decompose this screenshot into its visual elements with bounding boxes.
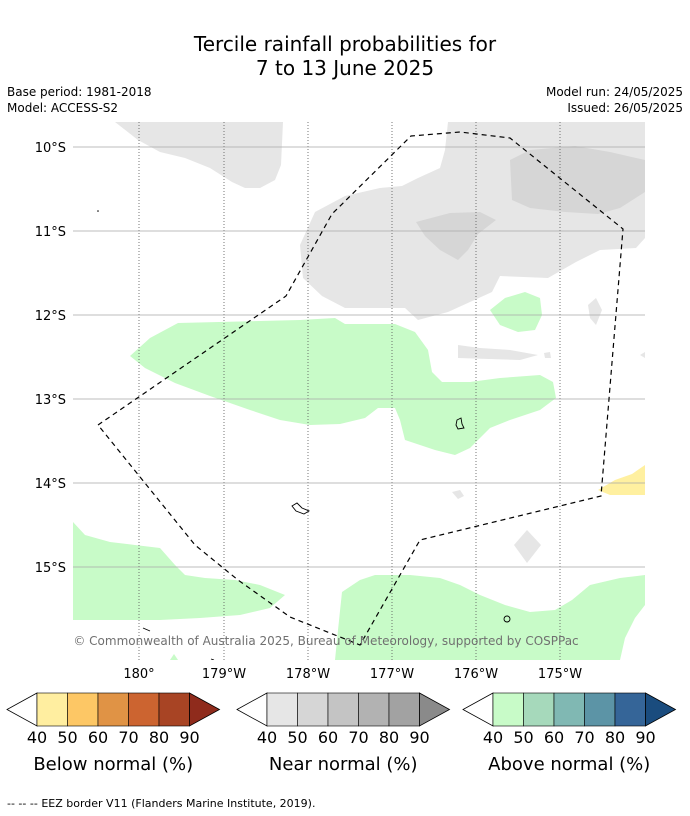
above-normal-region-southwest [73,522,285,620]
below-normal-region-east [598,465,645,495]
colorbar-tick-label: 50 [287,728,307,747]
colorbar-under-extension [462,692,494,727]
eez-legend-marker: -- -- -- [7,797,38,810]
parallel-gridlines [73,146,645,568]
colorbar-over-extension [645,692,677,727]
lat-label: 15°S [35,561,66,576]
eez-legend: -- -- -- EEZ border V11 (Flanders Marine… [7,797,315,810]
colorbar-segment [97,692,129,727]
near-normal-region-west [115,122,283,188]
colorbar-tick-label: 60 [88,728,108,747]
colorbar-tick-label: 70 [118,728,138,747]
island-dot [97,210,99,212]
colorbar-segment [36,692,68,727]
near-normal-region-dot3 [640,352,645,358]
colorbar-segment [327,692,359,727]
lon-label: 178°W [286,667,330,682]
island-south [503,615,511,623]
lat-label: 12°S [35,309,66,324]
colorbar-tick-label: 40 [257,728,277,747]
near-normal-region-spot-east [588,298,602,325]
colorbar-tick-label: 90 [635,728,655,747]
colorbar-tick-label: 60 [544,728,564,747]
lon-label: 179°W [202,667,246,682]
near-normal-region-strip [458,345,538,360]
issued-text: Issued: 26/05/2025 [567,101,683,115]
colorbar-legends: 40 50 60 70 80 90 Below normal (%) 40 50 60 70 80 90… [6,692,677,775]
colorbar-segment [614,692,646,727]
colorbar-tick-label: 70 [348,728,368,747]
near-normal-50-region-east [510,146,645,214]
colorbar-title: Above normal (%) [488,754,650,775]
lat-label: 14°S [35,477,66,492]
colorbar-over-extension [419,692,451,727]
latitude-labels: 10°S 11°S 12°S 13°S 14°S 15°S [35,141,66,576]
near-normal-region-spot-south [514,530,541,563]
lon-label: 180° [123,667,154,682]
colorbar-tick-label: 60 [318,728,338,747]
colorbar-segment [388,692,420,727]
island-central [455,417,465,430]
lon-label: 176°W [454,667,498,682]
colorbar-segment [297,692,329,727]
colorbar-segment [523,692,555,727]
colorbar-0: 40 50 60 70 80 90 Below normal (%) [6,692,221,775]
colorbar-tick-label: 40 [483,728,503,747]
colorbar-segment [584,692,616,727]
above-normal-region-east [490,292,542,332]
colorbar-under-extension [236,692,268,727]
colorbar-segment [158,692,190,727]
colorbar-tick-label: 90 [409,728,429,747]
colorbar-segment [553,692,585,727]
colorbar-segment [67,692,99,727]
colorbar-tick-label: 80 [605,728,625,747]
base-period-text: Base period: 1981-2018 [7,85,152,99]
longitude-labels: 180° 179°W 178°W 177°W 176°W 175°W [123,667,582,682]
map-panel: © Commonwealth of Australia 2025, Bureau… [73,122,645,660]
colorbar-segment [266,692,298,727]
island-s [210,658,215,660]
colorbar-title: Below normal (%) [33,754,193,775]
colorbar-segment [358,692,390,727]
colorbar-tick-label: 40 [27,728,47,747]
colorbar-tick-label: 50 [513,728,533,747]
colorbar-tick-label: 80 [149,728,169,747]
map-title-line1: Tercile rainfall probabilities for [193,32,497,56]
lon-label: 175°W [538,667,582,682]
lat-label: 10°S [35,141,66,156]
model-run-text: Model run: 24/05/2025 [545,85,683,99]
colorbar-title: Near normal (%) [269,754,418,775]
colorbar-tick-label: 50 [57,728,77,747]
eez-legend-text: EEZ border V11 (Flanders Marine Institut… [41,797,316,810]
map-title-line2: 7 to 13 June 2025 [255,56,435,80]
above-normal-region-south [335,575,645,660]
colorbar-tick-label: 90 [179,728,199,747]
colorbar-tick-label: 80 [379,728,399,747]
above-normal-region-central [130,318,556,455]
copyright-text: © Commonwealth of Australia 2025, Bureau… [73,634,578,648]
colorbar-1: 40 50 60 70 80 90 Near normal (%) [236,692,451,775]
colorbar-tick-label: 70 [574,728,594,747]
lat-label: 13°S [35,393,66,408]
eez-border [97,131,624,646]
lon-label: 177°W [370,667,414,682]
colorbar-over-extension [189,692,221,727]
lat-label: 11°S [35,225,66,240]
model-text: Model: ACCESS-S2 [7,101,119,115]
island-west [291,502,310,515]
near-normal-region-dot [452,490,464,499]
above-normal-region-tiny [170,654,178,660]
colorbar-under-extension [6,692,38,727]
near-normal-region-dot2 [544,352,551,358]
colorbar-2: 40 50 60 70 80 90 Above normal (%) [462,692,677,775]
colorbar-segment [128,692,160,727]
island-sw [142,627,151,632]
colorbar-segment [492,692,524,727]
